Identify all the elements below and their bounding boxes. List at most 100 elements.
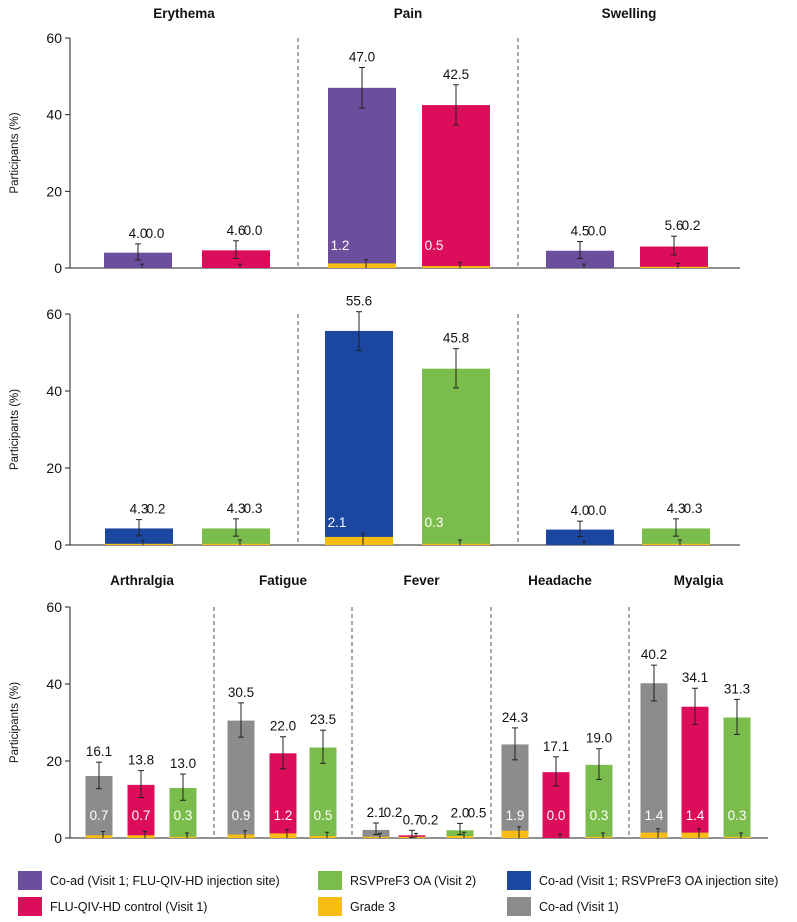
y-tick-label: 40	[46, 383, 62, 399]
grade3-bar	[422, 266, 490, 268]
y-tick-label: 20	[46, 460, 62, 476]
bar	[681, 706, 709, 838]
grade3-label: 0.5	[468, 805, 487, 820]
grade3-bar	[227, 834, 255, 838]
grade3-label: 0.3	[684, 501, 703, 516]
grade3-label: 0.0	[588, 224, 607, 239]
bar	[422, 105, 490, 268]
bar	[105, 528, 173, 545]
grade3-label: 0.9	[232, 808, 251, 823]
y-tick-label: 0	[54, 537, 62, 553]
y-tick-label: 60	[46, 30, 62, 46]
y-tick-label: 60	[46, 306, 62, 322]
bar	[422, 368, 490, 545]
grade3-label: 0.5	[425, 238, 444, 253]
data-label: 22.0	[270, 719, 296, 734]
data-label: 4.0	[129, 226, 148, 241]
data-label: 40.2	[641, 647, 667, 662]
group-title: Headache	[528, 573, 592, 588]
data-label: 4.6	[227, 223, 246, 238]
y-axis-label: Participants (%)	[9, 389, 21, 470]
legend-label: Co-ad (Visit 1)	[539, 899, 619, 914]
legend-swatch-blue	[507, 871, 531, 890]
grade3-label: 0.0	[244, 223, 263, 238]
data-label: 19.0	[586, 731, 612, 746]
bar	[227, 720, 255, 838]
y-tick-label: 60	[46, 599, 62, 615]
legend-swatch-crimson	[18, 897, 42, 916]
grade3-bar	[585, 836, 613, 838]
grade3-bar	[640, 266, 708, 268]
data-label: 13.8	[128, 753, 154, 768]
legend-swatch-gray	[507, 897, 531, 916]
group-title: Arthralgia	[110, 573, 174, 588]
bar	[202, 528, 270, 545]
grade3-bar	[169, 836, 197, 838]
y-tick-label: 20	[46, 183, 62, 199]
data-label: 4.3	[227, 501, 246, 516]
bar	[546, 250, 614, 268]
data-label: 5.6	[665, 218, 684, 233]
bar	[640, 246, 708, 268]
legend-item-flu-control: FLU-QIV-HD control (Visit 1)	[18, 897, 207, 916]
data-label: 16.1	[86, 744, 112, 759]
data-label: 13.0	[170, 756, 196, 771]
data-label: 42.5	[443, 67, 469, 82]
data-label: 2.0	[451, 805, 470, 820]
data-label: 23.5	[310, 712, 336, 727]
bar	[328, 87, 396, 268]
data-label: 30.5	[228, 685, 254, 700]
grade3-bar	[309, 836, 337, 838]
bar	[546, 529, 614, 545]
y-axis-label: Participants (%)	[9, 112, 21, 193]
legend-label: Grade 3	[350, 899, 396, 914]
group-title: Myalgia	[674, 573, 724, 588]
grade3-bar	[127, 835, 155, 838]
y-axis-label: Participants (%)	[9, 682, 21, 763]
group-title: Erythema	[153, 6, 215, 21]
grade3-label: 1.9	[506, 808, 525, 823]
grade3-label: 1.4	[645, 808, 664, 823]
data-label: 47.0	[349, 50, 375, 65]
grade3-bar	[328, 263, 396, 268]
data-label: 2.1	[367, 805, 386, 820]
grade3-label: 0.2	[147, 502, 166, 517]
y-tick-label: 20	[46, 753, 62, 769]
legend-label: Co-ad (Visit 1; FLU-QIV-HD injection sit…	[50, 873, 280, 888]
grade3-label: 0.7	[90, 808, 109, 823]
legend-swatch-green	[318, 871, 342, 890]
grade3-bar	[105, 543, 173, 545]
grade3-label: 0.3	[174, 808, 193, 823]
legend-item-coad-visit1: Co-ad (Visit 1)	[507, 897, 619, 916]
grade3-label: 0.0	[547, 808, 566, 823]
grade3-label: 0.3	[728, 808, 747, 823]
grade3-bar	[422, 543, 490, 545]
grade3-label: 0.2	[420, 812, 439, 827]
grade3-bar	[640, 832, 668, 838]
y-tick-label: 40	[46, 676, 62, 692]
bar	[723, 717, 751, 838]
grade3-bar	[362, 836, 390, 838]
grade3-bar	[446, 836, 474, 838]
group-title: Fatigue	[259, 573, 307, 588]
bar	[640, 683, 668, 838]
data-label: 31.3	[724, 681, 750, 696]
grade3-label: 1.2	[331, 238, 350, 253]
grade3-label: 0.2	[384, 805, 403, 820]
grade3-label: 0.2	[682, 218, 701, 233]
legend-label: Co-ad (Visit 1; RSVPreF3 OA injection si…	[539, 873, 779, 888]
grade3-label: 0.0	[146, 226, 165, 241]
bar	[325, 330, 393, 545]
grade3-label: 0.7	[132, 808, 151, 823]
y-tick-label: 40	[46, 107, 62, 123]
data-label: 34.1	[682, 670, 708, 685]
legend: Co-ad (Visit 1; FLU-QIV-HD injection sit…	[0, 862, 797, 922]
bar	[642, 528, 710, 545]
grade3-bar	[723, 836, 751, 838]
data-label: 24.3	[502, 710, 528, 725]
grade3-label: 0.0	[588, 503, 607, 518]
legend-label: RSVPreF3 OA (Visit 2)	[350, 873, 477, 888]
group-title: Fever	[403, 573, 440, 588]
legend-item-coad-rsv-site: Co-ad (Visit 1; RSVPreF3 OA injection si…	[507, 871, 778, 890]
